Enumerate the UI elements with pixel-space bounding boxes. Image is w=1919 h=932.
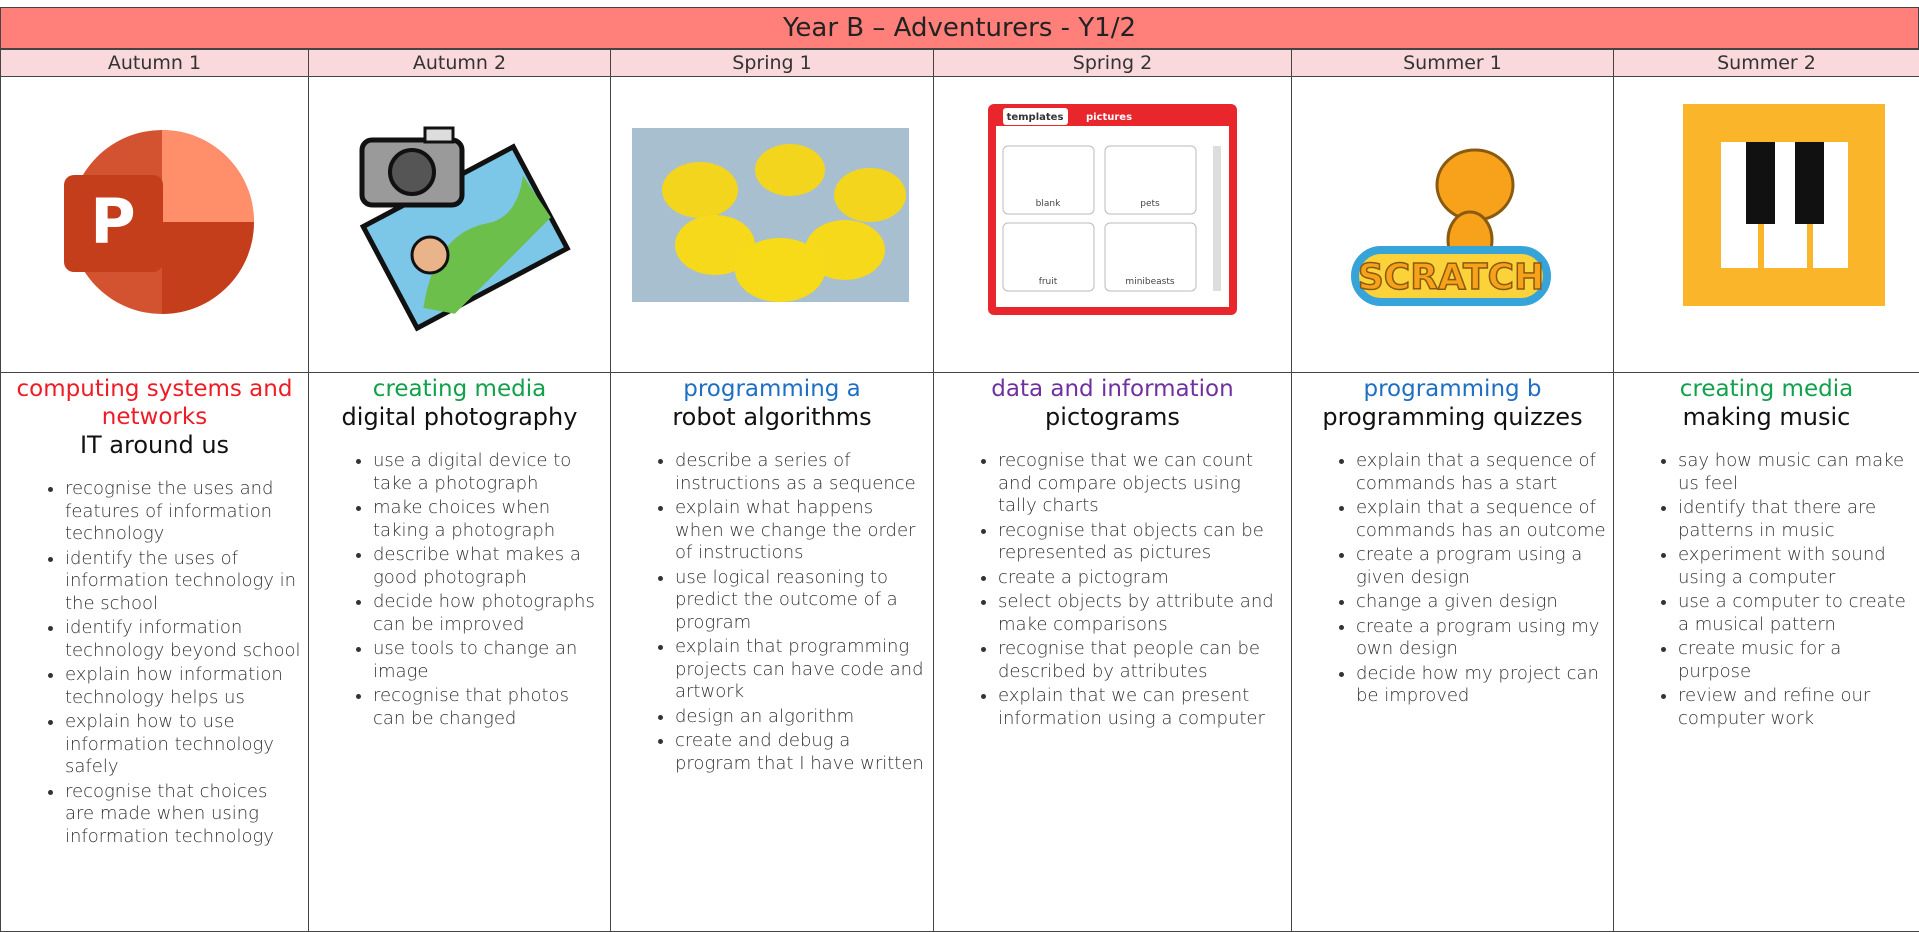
title-bar: Year B – Adventurers - Y1/2 (0, 7, 1919, 49)
page: {"header": {"title": "Year B – Adventure… (0, 0, 1919, 913)
bullet: recognise that we can count and compare … (998, 450, 1285, 518)
bullet-list: describe a series of instructions as a s… (617, 450, 927, 775)
bullet: experiment with sound using a computer (1678, 544, 1913, 589)
bullet: design an algorithm (675, 706, 927, 729)
topic: creating media (372, 376, 547, 402)
unit-title: robot algorithms (672, 403, 872, 431)
bullet: explain that we can present information … (998, 685, 1285, 730)
bullet: recognise the uses and features of infor… (65, 478, 302, 546)
bullet-list: use a digital device to take a photograp… (315, 450, 604, 730)
bullet-list: recognise that we can count and compare … (940, 450, 1285, 730)
bullet: decide how my project can be improved (1356, 663, 1607, 708)
thumb-label: minibeasts (1125, 277, 1174, 287)
bullet: explain that a sequence of commands has … (1356, 497, 1607, 542)
thumb-label: blank (1036, 199, 1061, 209)
powerpoint-icon: P (64, 130, 254, 314)
bullet: create a program using a given design (1356, 544, 1607, 589)
bullet: create a program using my own design (1356, 616, 1607, 661)
logo-text: SCRATCH (1358, 257, 1544, 298)
scratch-logo: SCRATCH (1351, 148, 1551, 306)
bullet: make choices when taking a photograph (373, 497, 604, 542)
bullet: say how music can make us feel (1678, 450, 1913, 495)
bullet: explain how information technology helps… (65, 664, 302, 709)
bullet-list: recognise the uses and features of infor… (7, 478, 302, 848)
bullet: create a pictogram (998, 567, 1285, 590)
bullet: recognise that objects can be represente… (998, 520, 1285, 565)
thumb-label: fruit (1039, 277, 1058, 287)
bullet: explain that programming projects can ha… (675, 636, 927, 704)
bullet: select objects by attribute and make com… (998, 591, 1285, 636)
unit-title: pictograms (1045, 403, 1180, 431)
piano-icon (1683, 104, 1885, 306)
bullet: review and refine our computer work (1678, 685, 1913, 730)
unit-title: IT around us (79, 431, 230, 459)
unit-title: digital photography (341, 403, 578, 431)
bullet-list: explain that a sequence of commands has … (1298, 450, 1607, 708)
bullet: explain how to use information technolog… (65, 711, 302, 779)
topic: data and information (991, 376, 1234, 402)
content-cell: computing systems and networks IT around … (0, 372, 309, 932)
topic: programming b (1363, 376, 1542, 402)
tab-label: templates (1007, 112, 1064, 123)
bullet: use tools to change an image (373, 638, 604, 683)
bullet: create and debug a program that I have w… (675, 730, 927, 775)
bullet: explain that a sequence of commands has … (1356, 450, 1607, 495)
icons: P templates pictures blank pets fruit mi… (64, 104, 1885, 332)
bullet-list: say how music can make us feelidentify t… (1620, 450, 1913, 730)
bullet: use logical reasoning to predict the out… (675, 567, 927, 635)
bullet: identify the uses of information technol… (65, 548, 302, 616)
term-header: Spring 2 (933, 49, 1292, 77)
topic: computing systems and networks (16, 376, 293, 430)
bullet: recognise that choices are made when usi… (65, 781, 302, 849)
term-header: Spring 1 (610, 49, 934, 77)
thumb-label: pets (1140, 199, 1160, 209)
beebot-photo (632, 128, 909, 302)
topic: creating media (1679, 376, 1854, 402)
term-header: Autumn 2 (308, 49, 611, 77)
bullet: decide how photographs can be improved (373, 591, 604, 636)
bullet: describe what makes a good photograph (373, 544, 604, 589)
bullet: recognise that people can be described b… (998, 638, 1285, 683)
term-header: Summer 1 (1291, 49, 1614, 77)
bullet: identify information technology beyond s… (65, 617, 302, 662)
icon-letter: P (90, 185, 135, 258)
topic: programming a (683, 376, 861, 402)
bullet: explain what happens when we change the … (675, 497, 927, 565)
unit-title: making music (1682, 403, 1851, 431)
bullet: describe a series of instructions as a s… (675, 450, 927, 495)
photo-icon (359, 126, 571, 332)
bullet: change a given design (1356, 591, 1607, 614)
bullet: identify that there are patterns in musi… (1678, 497, 1913, 542)
bullet: use a digital device to take a photograp… (373, 450, 604, 495)
bullet: use a computer to create a musical patte… (1678, 591, 1913, 636)
unit-title: programming quizzes (1322, 403, 1583, 431)
bullet: create music for a purpose (1678, 638, 1913, 683)
tab-label: pictures (1086, 112, 1132, 123)
pictogram-window: templates pictures blank pets fruit mini… (988, 104, 1237, 315)
bullet: recognise that photos can be changed (373, 685, 604, 730)
